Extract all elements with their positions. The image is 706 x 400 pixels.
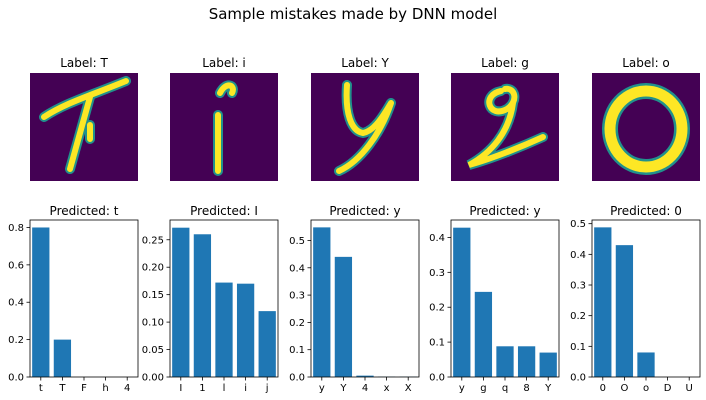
bar-3-3 bbox=[356, 375, 374, 377]
xtick-label-1-5: 4 bbox=[124, 383, 130, 394]
image-title-5: Label: o bbox=[622, 56, 670, 70]
image-title-2: Label: i bbox=[202, 56, 246, 70]
ytick-label-3-3: 0.2 bbox=[289, 318, 305, 329]
ytick-label-1-2: 0.2 bbox=[8, 335, 24, 346]
ytick-label-4-4: 0.3 bbox=[429, 268, 445, 279]
ytick-label-2-4: 0.15 bbox=[142, 290, 164, 301]
image-title-4: Label: g bbox=[481, 56, 529, 70]
xtick-label-2-5: j bbox=[265, 383, 269, 394]
xtick-label-3-2: Y bbox=[339, 383, 347, 394]
ytick-label-4-1: 0.0 bbox=[429, 373, 445, 384]
ytick-label-2-6: 0.25 bbox=[142, 235, 164, 246]
character-image-4 bbox=[451, 73, 559, 181]
bar-chart-title-2: Predicted: I bbox=[190, 204, 258, 218]
xtick-label-4-3: q bbox=[502, 383, 508, 394]
bar-5-2 bbox=[615, 245, 634, 377]
character-image-1 bbox=[30, 73, 138, 181]
xtick-label-1-4: h bbox=[102, 383, 108, 394]
xtick-label-5-2: O bbox=[620, 383, 628, 394]
xtick-label-5-3: o bbox=[643, 383, 649, 394]
bar-5-3 bbox=[637, 352, 655, 377]
bar-2-2 bbox=[193, 234, 212, 377]
xtick-label-5-5: U bbox=[686, 383, 693, 394]
ytick-label-5-3: 0.2 bbox=[570, 311, 586, 322]
xtick-label-4-5: Y bbox=[544, 383, 552, 394]
ytick-label-5-5: 0.4 bbox=[570, 250, 586, 261]
ytick-label-5-6: 0.5 bbox=[570, 219, 586, 230]
xtick-label-5-4: D bbox=[664, 383, 672, 394]
xtick-label-1-3: F bbox=[81, 383, 87, 394]
ytick-label-3-1: 0.0 bbox=[289, 373, 305, 384]
ytick-label-2-5: 0.20 bbox=[142, 263, 164, 274]
character-image-3 bbox=[311, 73, 419, 181]
ytick-label-2-1: 0.00 bbox=[142, 373, 164, 384]
bar-chart-title-3: Predicted: y bbox=[329, 204, 401, 218]
bar-chart-title-4: Predicted: y bbox=[469, 204, 541, 218]
bar-2-5 bbox=[258, 311, 276, 377]
bar-chart-title-5: Predicted: 0 bbox=[610, 204, 682, 218]
ytick-label-1-4: 0.6 bbox=[8, 260, 24, 271]
character-image-5 bbox=[592, 73, 700, 181]
xtick-label-4-4: 8 bbox=[523, 383, 529, 394]
bar-5-1 bbox=[594, 227, 612, 377]
bar-4-4 bbox=[517, 346, 536, 377]
ytick-label-4-2: 0.1 bbox=[429, 338, 445, 349]
xtick-label-2-2: 1 bbox=[199, 383, 205, 394]
bar-4-5 bbox=[539, 352, 557, 377]
ytick-label-1-3: 0.4 bbox=[8, 298, 24, 309]
xtick-label-3-5: X bbox=[405, 383, 412, 394]
ytick-label-1-5: 0.8 bbox=[8, 223, 24, 234]
xtick-label-5-1: 0 bbox=[600, 383, 606, 394]
xtick-label-3-3: 4 bbox=[362, 383, 368, 394]
image-title-1: Label: T bbox=[60, 56, 108, 70]
bar-4-3 bbox=[496, 346, 514, 377]
xtick-label-3-4: x bbox=[384, 383, 390, 394]
ytick-label-4-3: 0.2 bbox=[429, 303, 445, 314]
bar-4-2 bbox=[474, 291, 493, 377]
bar-1-2 bbox=[53, 339, 72, 377]
image-title-3: Label: Y bbox=[341, 56, 389, 70]
ytick-label-5-4: 0.3 bbox=[570, 281, 586, 292]
ytick-label-5-2: 0.1 bbox=[570, 342, 586, 353]
xtick-label-1-1: t bbox=[39, 383, 43, 394]
ytick-label-3-6: 0.5 bbox=[289, 236, 305, 247]
xtick-label-4-1: y bbox=[459, 383, 465, 394]
ytick-label-3-5: 0.4 bbox=[289, 263, 305, 274]
character-image-2 bbox=[170, 73, 278, 181]
xtick-label-2-4: i bbox=[244, 383, 247, 394]
ytick-label-5-1: 0.0 bbox=[570, 373, 586, 384]
ytick-label-3-2: 0.1 bbox=[289, 345, 305, 356]
ytick-label-3-4: 0.3 bbox=[289, 291, 305, 302]
bar-3-1 bbox=[313, 227, 331, 377]
xtick-label-3-1: y bbox=[319, 383, 325, 394]
bar-1-1 bbox=[32, 227, 50, 377]
xtick-label-4-2: g bbox=[480, 383, 486, 394]
bar-chart-title-1: Predicted: t bbox=[49, 204, 119, 218]
figure-title: Sample mistakes made by DNN model bbox=[208, 5, 498, 23]
ytick-label-1-1: 0.0 bbox=[8, 373, 24, 384]
ytick-label-2-3: 0.10 bbox=[142, 318, 164, 329]
bar-4-1 bbox=[453, 227, 471, 377]
bar-2-3 bbox=[215, 282, 233, 377]
bar-2-4 bbox=[236, 283, 255, 377]
bar-2-1 bbox=[172, 227, 190, 377]
xtick-label-1-2: T bbox=[58, 383, 66, 394]
ytick-label-4-5: 0.4 bbox=[429, 233, 445, 244]
ytick-label-2-2: 0.05 bbox=[142, 345, 164, 356]
xtick-label-2-1: I bbox=[179, 383, 182, 394]
bar-3-2 bbox=[334, 256, 353, 377]
xtick-label-2-3: l bbox=[223, 383, 226, 394]
